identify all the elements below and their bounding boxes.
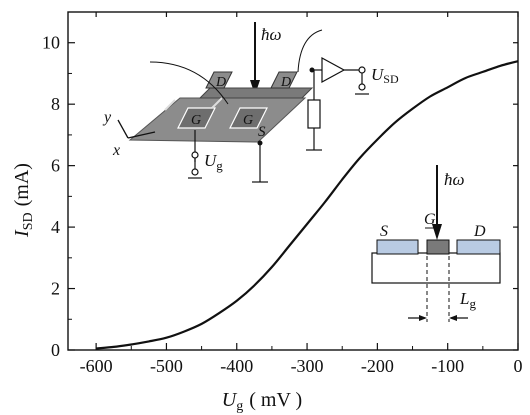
y-tick-label: 0 bbox=[51, 340, 60, 360]
coord-x-label: x bbox=[112, 142, 120, 159]
x-tick-label: 0 bbox=[514, 356, 523, 376]
x-axis: -600 -500 -400 -300 -200 -100 0 bbox=[80, 12, 523, 376]
y-tick-label: 10 bbox=[42, 33, 60, 53]
series-line bbox=[95, 60, 519, 350]
inset-source-label: S bbox=[380, 223, 388, 240]
gate-pad-label: G bbox=[191, 113, 201, 128]
plot-frame bbox=[67, 11, 519, 351]
light-label: ħω bbox=[261, 25, 282, 44]
y-tick-label: 8 bbox=[51, 94, 60, 114]
output-voltage-label: USD bbox=[371, 65, 399, 86]
plot-border bbox=[67, 11, 519, 351]
source-pad-label: S bbox=[258, 124, 266, 140]
gate-pad-label-2: G bbox=[243, 113, 253, 128]
x-tick-label: -200 bbox=[361, 356, 394, 376]
y-axis-title: ISD(mA) bbox=[11, 163, 36, 238]
inset-substrate bbox=[371, 252, 501, 284]
substrate bbox=[128, 97, 307, 143]
y-tick-label: 4 bbox=[51, 217, 60, 237]
drain-pad-label: D bbox=[215, 75, 226, 90]
inset-gate-label: G bbox=[424, 211, 436, 228]
inset-light-label: ħω bbox=[444, 170, 465, 189]
gate-voltage-label: Ug bbox=[204, 151, 223, 173]
x-tick-label: -300 bbox=[291, 356, 324, 376]
drain-bar bbox=[198, 87, 314, 99]
y-tick-label: 6 bbox=[51, 156, 60, 176]
x-tick-label: -100 bbox=[431, 356, 464, 376]
cross-section-inset: ħω S G D Lg bbox=[371, 165, 501, 322]
drain-pad-label-2: D bbox=[280, 75, 291, 90]
inset-drain-pad bbox=[456, 239, 501, 255]
inset-drain-label: D bbox=[473, 223, 486, 240]
y-tick-label: 2 bbox=[51, 279, 60, 299]
inset-gate bbox=[426, 239, 450, 255]
coord-y-label: y bbox=[102, 109, 112, 126]
x-axis-title: Ug( mV ) bbox=[222, 389, 302, 414]
device-schematic: ħω D D G G S y x Ug bbox=[102, 22, 399, 183]
inset-source-pad bbox=[376, 239, 419, 255]
y-axis: 0 2 4 6 8 10 bbox=[42, 11, 518, 360]
x-tick-label: -600 bbox=[80, 356, 113, 376]
x-tick-label: -400 bbox=[220, 356, 253, 376]
x-tick-label: -500 bbox=[150, 356, 183, 376]
gate-length-label: Lg bbox=[459, 289, 476, 311]
